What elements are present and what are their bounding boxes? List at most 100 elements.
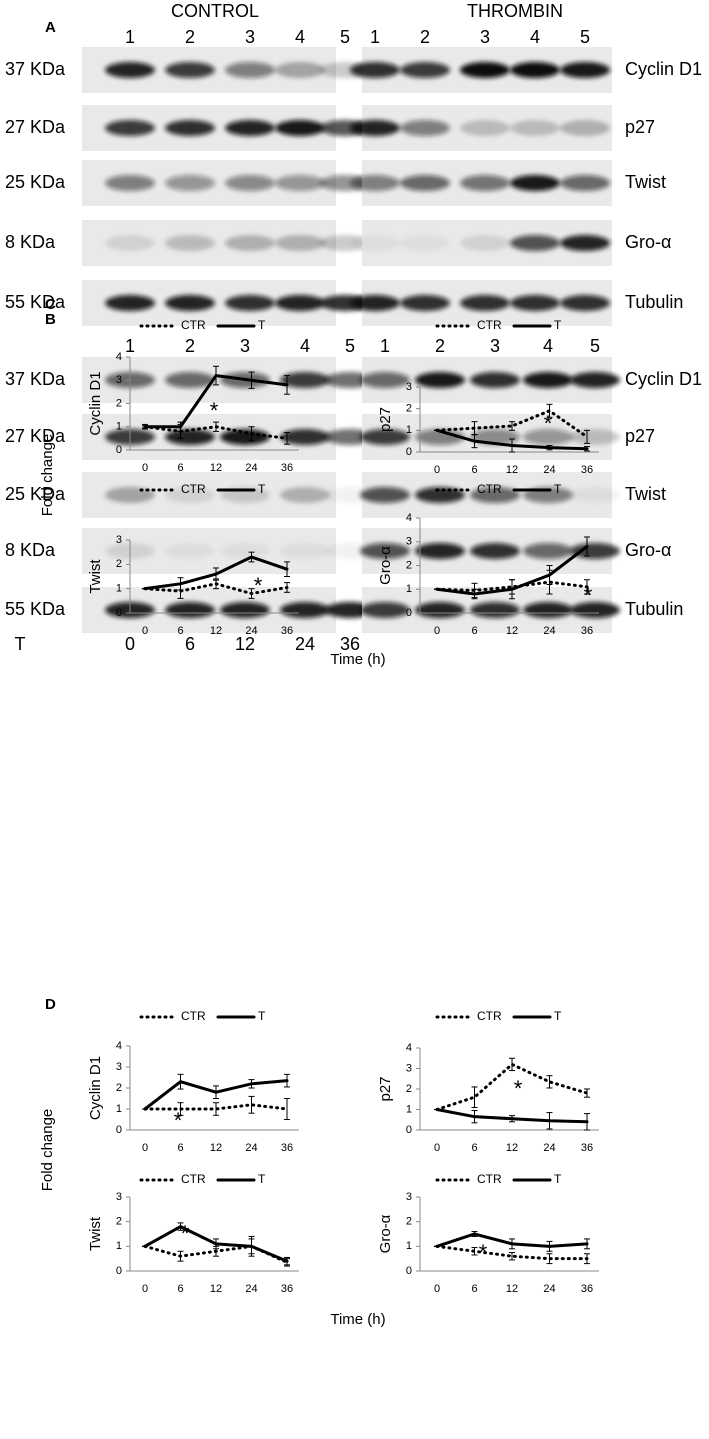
x-tick-label: 36: [281, 625, 293, 637]
blot-band: [460, 235, 510, 251]
blot-band: [225, 295, 275, 311]
lane-label: 2: [435, 336, 445, 356]
x-tick-label: 0: [434, 1142, 440, 1154]
error-bar: [546, 565, 553, 585]
y-axis-title: Fold change: [39, 434, 56, 517]
x-tick-label: 24: [543, 1142, 555, 1154]
blot-band: [360, 429, 410, 445]
blot-band: [360, 543, 410, 559]
blot-band: [280, 429, 330, 445]
lane-label: 5: [340, 27, 350, 47]
error-bar: [177, 1250, 184, 1262]
blot-band: [165, 543, 215, 559]
blot-band: [470, 372, 520, 388]
panel-label: B: [45, 311, 56, 328]
x-tick-label: 36: [581, 1283, 593, 1295]
blot-band: [523, 602, 573, 618]
x-tick-label: 0: [142, 1142, 148, 1154]
x-tick-label: 24: [543, 1283, 555, 1295]
blot-band: [275, 295, 325, 311]
error-bar: [584, 536, 590, 557]
blot-band: [470, 543, 520, 559]
blot-band: [400, 295, 450, 311]
y-tick-label: 1: [116, 1240, 122, 1252]
error-bar: [142, 425, 148, 429]
y-label: Cyclin D1: [87, 371, 104, 435]
blot-band: [460, 295, 510, 311]
blot-band: [560, 295, 610, 311]
blot-band: [165, 235, 215, 251]
size-label: 25 KDa: [5, 484, 66, 504]
x-tick-label: 36: [281, 1283, 293, 1295]
blot-band: [275, 175, 325, 191]
error-bar: [284, 1073, 290, 1088]
panel-label: D: [45, 996, 56, 1013]
x-tick-label: 6: [177, 462, 183, 474]
y-tick-label: 3: [116, 1191, 122, 1203]
annotation: *: [181, 1221, 190, 1246]
lane-label: 1: [370, 27, 380, 47]
blot-band: [510, 235, 560, 251]
size-label: 37 KDa: [5, 59, 66, 79]
blot-band: [225, 235, 275, 251]
error-bar: [213, 1102, 219, 1116]
blot-band: [570, 487, 620, 503]
blot-band: [350, 295, 400, 311]
y-tick-label: 2: [116, 1082, 122, 1094]
lane-label: 3: [240, 336, 250, 356]
lane-label: 3: [490, 336, 500, 356]
blot-band: [165, 62, 215, 78]
legend-label: T: [554, 318, 562, 332]
error-bar: [546, 1112, 553, 1130]
blot-band: [275, 120, 325, 136]
y-tick-label: 1: [116, 421, 122, 433]
error-bar: [471, 1110, 478, 1124]
blot-band: [400, 62, 450, 78]
annotation: *: [174, 1108, 183, 1133]
group-label: THROMBIN: [467, 1, 563, 21]
blot-band: [360, 372, 410, 388]
annotation: *: [254, 573, 263, 598]
x-tick-label: 0: [142, 625, 148, 637]
blot-band: [105, 295, 155, 311]
blot-band: [165, 429, 215, 445]
blot-band: [350, 120, 400, 136]
error-bar: [509, 438, 515, 453]
lane-label: 5: [345, 336, 355, 356]
y-tick-label: 0: [116, 1265, 122, 1277]
y-tick-label: 1: [406, 1103, 412, 1115]
blot-band: [510, 62, 560, 78]
error-bar: [509, 1238, 515, 1250]
protein-label: Gro-α: [625, 232, 671, 252]
y-tick-label: 4: [116, 1040, 122, 1052]
x-axis-title: Time (h): [330, 651, 385, 668]
y-tick-label: 1: [406, 1240, 412, 1252]
series-line: [435, 1062, 589, 1111]
error-bar: [584, 1253, 590, 1265]
y-label: Gro-α: [377, 1214, 394, 1253]
error-bar: [284, 432, 290, 445]
y-tick-label: 4: [406, 512, 412, 524]
y-tick-label: 0: [406, 446, 412, 458]
error-bar: [509, 1115, 515, 1123]
x-tick-label: 24: [245, 1283, 257, 1295]
blot-band: [460, 175, 510, 191]
blot-band: [165, 602, 215, 618]
blot-band: [523, 429, 573, 445]
y-label: p27: [377, 407, 394, 432]
blot-band: [360, 487, 410, 503]
error-bar: [584, 446, 590, 452]
y-label: p27: [377, 1076, 394, 1101]
y-tick-label: 0: [406, 1124, 412, 1136]
blot-band: [560, 235, 610, 251]
y-tick-label: 2: [406, 403, 412, 415]
lane-label: 3: [480, 27, 490, 47]
lane-label: 1: [125, 27, 135, 47]
protein-label: Tubulin: [625, 292, 683, 312]
x-tick-label: 12: [210, 1283, 222, 1295]
error-bar: [471, 588, 478, 600]
x-tick-label: 0: [142, 462, 148, 474]
blot-band: [350, 235, 400, 251]
error-bar: [213, 567, 219, 581]
y-tick-label: 2: [406, 1083, 412, 1095]
